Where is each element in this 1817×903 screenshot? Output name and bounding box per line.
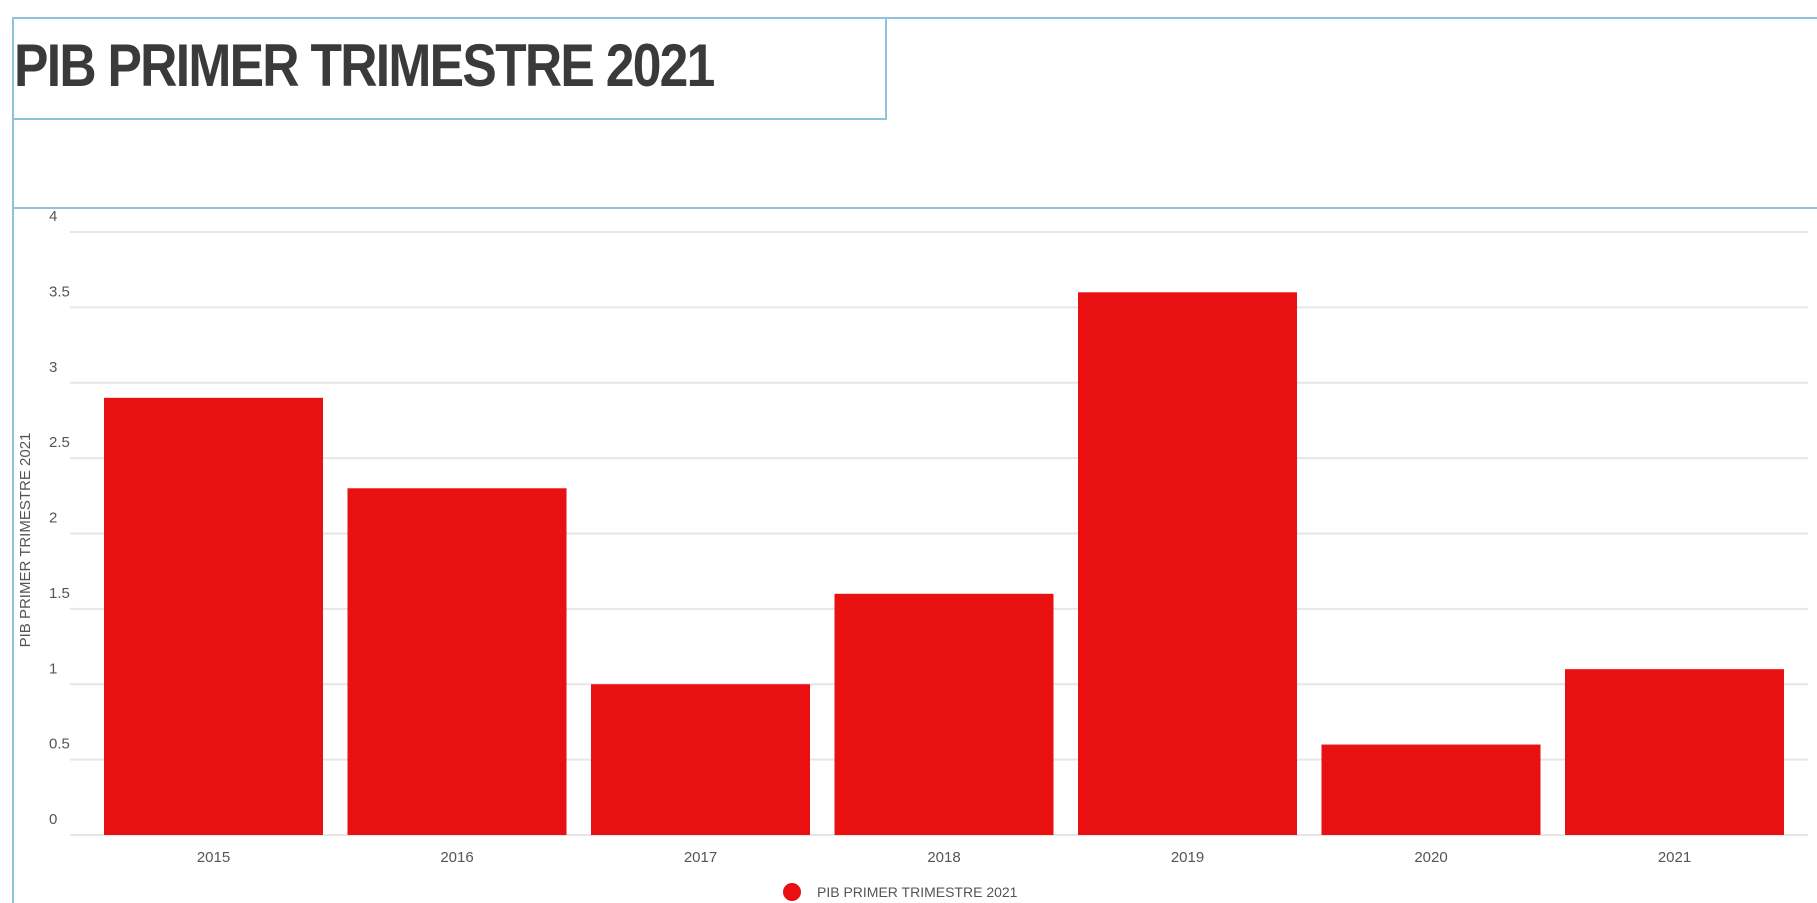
page-title: PIB PRIMER TRIMESTRE 2021 — [14, 32, 715, 99]
bar-2019[interactable] — [1078, 292, 1297, 835]
legend-label: PIB PRIMER TRIMESTRE 2021 — [817, 884, 1018, 900]
x-tick-label: 2021 — [1658, 849, 1691, 866]
y-tick-label: 2.5 — [49, 434, 70, 451]
y-axis-title: PIB PRIMER TRIMESTRE 2021 — [17, 433, 34, 648]
bars — [104, 292, 1784, 835]
bar-2016[interactable] — [347, 488, 567, 835]
y-tick-label: 1 — [49, 660, 57, 677]
x-tick-label: 2016 — [440, 849, 473, 866]
bar-2015[interactable] — [104, 397, 323, 835]
y-tick-label: 3.5 — [49, 283, 70, 300]
bar-2020[interactable] — [1321, 744, 1541, 835]
x-tick-label: 2015 — [197, 849, 230, 866]
legend[interactable]: PIB PRIMER TRIMESTRE 2021 — [783, 883, 1018, 901]
y-axis-ticks: 0 0.5 1 1.5 2 2.5 3 3.5 4 — [49, 208, 70, 828]
y-tick-label: 1.5 — [49, 585, 70, 602]
bar-2021[interactable] — [1565, 669, 1784, 835]
frame-top-border — [12, 17, 1817, 19]
frame-left-border — [12, 17, 14, 903]
bar-2018[interactable] — [834, 593, 1054, 835]
frame-divider — [12, 207, 1817, 209]
title-box — [12, 17, 887, 120]
y-tick-label: 0 — [49, 811, 57, 828]
x-tick-label: 2020 — [1414, 849, 1447, 866]
y-tick-label: 4 — [49, 208, 57, 225]
x-axis-ticks: 2015 2016 2017 2018 2019 2020 2021 — [197, 849, 1691, 866]
x-tick-label: 2018 — [927, 849, 960, 866]
y-tick-label: 2 — [49, 510, 57, 527]
legend-marker — [783, 883, 801, 901]
x-tick-label: 2017 — [684, 849, 717, 866]
bar-2017[interactable] — [591, 684, 810, 835]
x-tick-label: 2019 — [1171, 849, 1204, 866]
y-tick-label: 0.5 — [49, 736, 70, 753]
y-tick-label: 3 — [49, 359, 57, 376]
